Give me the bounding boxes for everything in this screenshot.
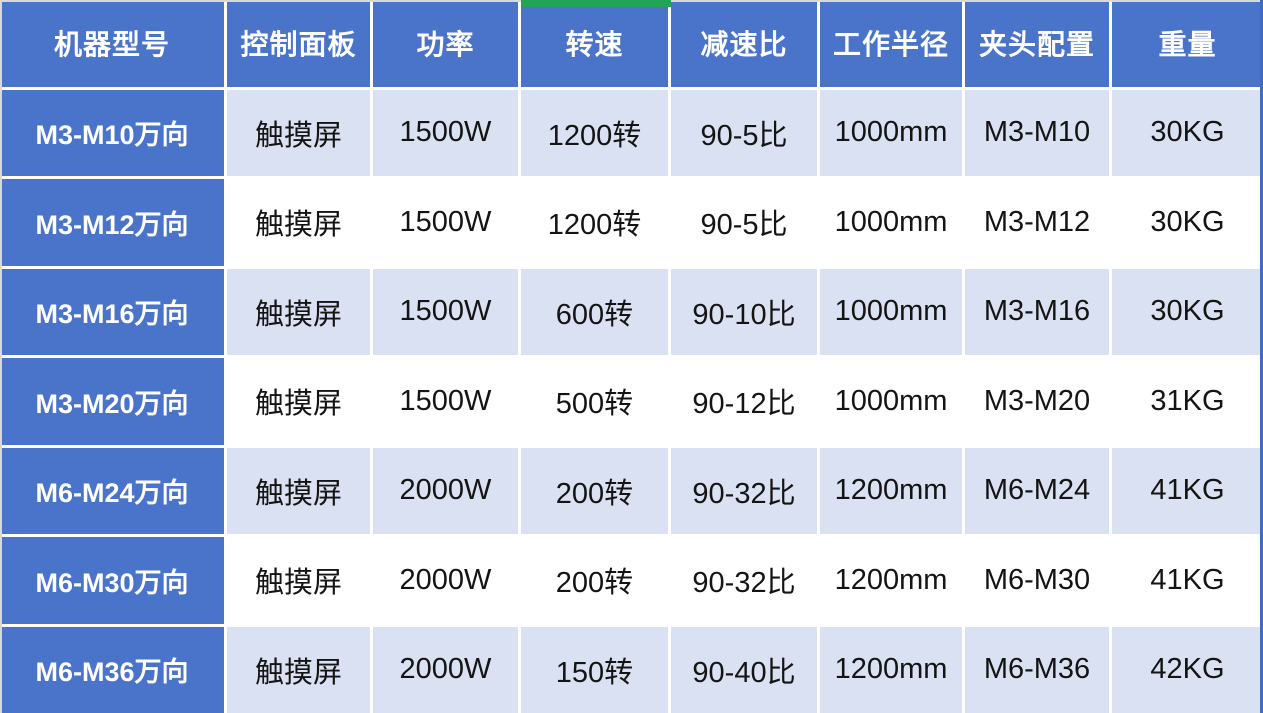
chuck-cell: M6-M30: [965, 537, 1109, 624]
power-cell: 1500W: [373, 179, 518, 266]
radius-cell: 1200mm: [820, 537, 962, 624]
ratio-cell: 90-5比: [671, 179, 817, 266]
panel-cell: 触摸屏: [227, 447, 370, 534]
ratio-cell: 90-5比: [671, 89, 817, 176]
model-cell: M6-M30万向: [0, 537, 224, 624]
speed-cell: 150转: [521, 626, 668, 713]
radius-cell: 1000mm: [820, 89, 962, 176]
speed-cell: 500转: [521, 358, 668, 445]
radius-cell: 1200mm: [820, 447, 962, 534]
header-cell-weight: 重量: [1112, 0, 1263, 87]
panel-cell: 触摸屏: [227, 358, 370, 445]
speed-column-accent-bar: [521, 0, 671, 7]
model-cell: M3-M12万向: [0, 179, 224, 266]
weight-cell: 30KG: [1112, 89, 1263, 176]
radius-cell: 1000mm: [820, 268, 962, 355]
table-right-border: [1260, 0, 1263, 713]
header-cell-power: 功率: [373, 0, 518, 87]
speed-cell: 200转: [521, 447, 668, 534]
panel-cell: 触摸屏: [227, 268, 370, 355]
header-cell-panel: 控制面板: [227, 0, 370, 87]
header-cell-model: 机器型号: [0, 0, 224, 87]
chuck-cell: M3-M10: [965, 89, 1109, 176]
table-left-border: [0, 0, 2, 713]
power-cell: 2000W: [373, 537, 518, 624]
chuck-cell: M3-M20: [965, 358, 1109, 445]
weight-cell: 30KG: [1112, 268, 1263, 355]
ratio-cell: 90-32比: [671, 447, 817, 534]
power-cell: 1500W: [373, 89, 518, 176]
power-cell: 1500W: [373, 358, 518, 445]
chuck-cell: M3-M16: [965, 268, 1109, 355]
weight-cell: 41KG: [1112, 447, 1263, 534]
header-cell-radius: 工作半径: [820, 0, 962, 87]
weight-cell: 41KG: [1112, 537, 1263, 624]
power-cell: 2000W: [373, 626, 518, 713]
chuck-cell: M6-M36: [965, 626, 1109, 713]
speed-cell: 1200转: [521, 89, 668, 176]
panel-cell: 触摸屏: [227, 89, 370, 176]
panel-cell: 触摸屏: [227, 179, 370, 266]
radius-cell: 1200mm: [820, 626, 962, 713]
model-cell: M6-M24万向: [0, 447, 224, 534]
weight-cell: 31KG: [1112, 358, 1263, 445]
header-cell-speed: 转速: [521, 0, 668, 87]
radius-cell: 1000mm: [820, 179, 962, 266]
panel-cell: 触摸屏: [227, 537, 370, 624]
header-cell-ratio: 减速比: [671, 0, 817, 87]
weight-cell: 42KG: [1112, 626, 1263, 713]
speed-cell: 600转: [521, 268, 668, 355]
header-cell-chuck: 夹头配置: [965, 0, 1109, 87]
chuck-cell: M6-M24: [965, 447, 1109, 534]
model-cell: M3-M20万向: [0, 358, 224, 445]
speed-cell: 200转: [521, 537, 668, 624]
ratio-cell: 90-10比: [671, 268, 817, 355]
panel-cell: 触摸屏: [227, 626, 370, 713]
model-cell: M6-M36万向: [0, 626, 224, 713]
model-cell: M3-M16万向: [0, 268, 224, 355]
weight-cell: 30KG: [1112, 179, 1263, 266]
radius-cell: 1000mm: [820, 358, 962, 445]
model-cell: M3-M10万向: [0, 89, 224, 176]
ratio-cell: 90-40比: [671, 626, 817, 713]
power-cell: 2000W: [373, 447, 518, 534]
ratio-cell: 90-12比: [671, 358, 817, 445]
ratio-cell: 90-32比: [671, 537, 817, 624]
chuck-cell: M3-M12: [965, 179, 1109, 266]
speed-cell: 1200转: [521, 179, 668, 266]
power-cell: 1500W: [373, 268, 518, 355]
